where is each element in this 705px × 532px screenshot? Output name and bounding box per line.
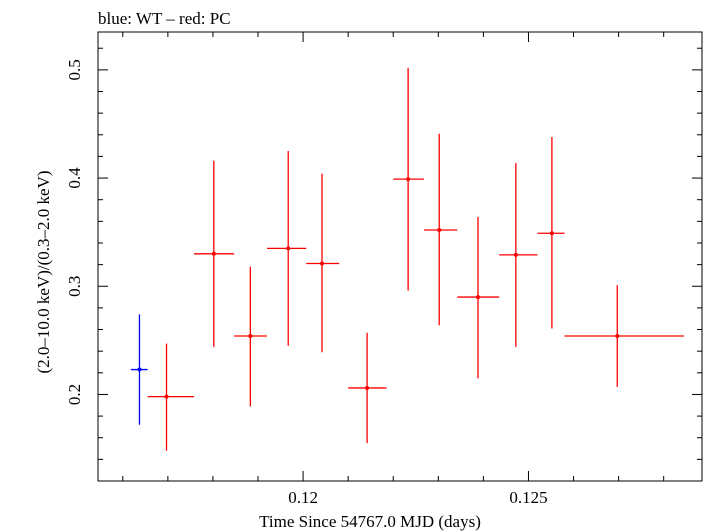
- point-marker: [406, 177, 411, 182]
- pc-data-point: [457, 217, 500, 379]
- point-marker: [475, 295, 480, 300]
- y-tick-labels: 0.2 0.3 0.4 0.5: [65, 59, 84, 405]
- pc-data-point: [537, 136, 565, 329]
- x-tick-label: 0.12: [288, 488, 318, 507]
- pc-data-point: [423, 133, 458, 326]
- point-marker: [365, 385, 370, 390]
- pc-data-point: [234, 266, 268, 407]
- pc-data-point: [147, 343, 195, 451]
- x-tick-labels: 0.12 0.125: [288, 488, 547, 507]
- y-tick-label: 0.4: [65, 167, 84, 189]
- point-marker: [320, 261, 325, 266]
- chart-title: blue: WT – red: PC: [98, 9, 231, 28]
- y-tick-label: 0.5: [65, 59, 84, 80]
- wt-data-point: [130, 314, 148, 425]
- point-marker: [286, 246, 291, 251]
- point-marker: [437, 227, 442, 232]
- y-tick-label: 0.3: [65, 276, 84, 297]
- y-tick-label: 0.2: [65, 384, 84, 405]
- pc-data-point: [306, 173, 340, 353]
- point-marker: [615, 334, 620, 339]
- y-axis-label: (2.0–10.0 keV)/(0.3–2.0 keV): [34, 170, 53, 373]
- x-axis-label: Time Since 54767.0 MJD (days): [259, 512, 481, 531]
- axis-ticks: [98, 32, 702, 482]
- point-marker: [164, 394, 169, 399]
- point-marker: [549, 231, 554, 236]
- plot-frame: [97, 31, 703, 482]
- pc-data-point: [194, 160, 235, 347]
- point-marker: [211, 251, 216, 256]
- point-marker: [137, 367, 142, 372]
- pc-data-point: [499, 162, 538, 347]
- pc-data-point: [267, 151, 307, 346]
- pc-data-point: [564, 285, 684, 387]
- point-marker: [513, 252, 518, 257]
- pc-data-point: [393, 67, 424, 291]
- data-points: [130, 67, 684, 451]
- point-marker: [248, 334, 253, 339]
- x-tick-label: 0.125: [509, 488, 547, 507]
- pc-data-point: [348, 332, 387, 444]
